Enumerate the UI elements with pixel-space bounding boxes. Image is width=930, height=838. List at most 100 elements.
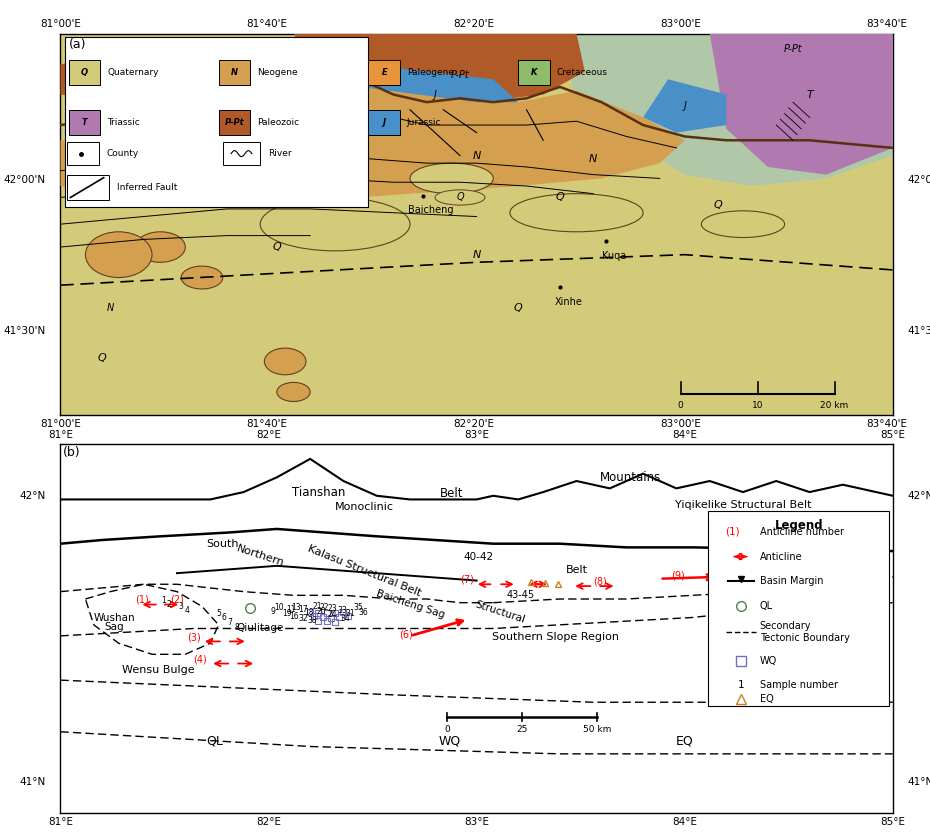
Text: 10: 10 [273,603,284,612]
Text: 83°E: 83°E [464,430,489,440]
Text: Legend: Legend [775,519,823,532]
FancyBboxPatch shape [368,60,400,85]
Text: Yiqikelike Structural Belt: Yiqikelike Structural Belt [675,500,811,510]
Text: Cretaceous: Cretaceous [556,68,607,77]
Text: Xinhe: Xinhe [554,297,582,307]
Text: (3): (3) [187,633,201,643]
Text: Kalasu Structural Belt: Kalasu Structural Belt [306,544,422,598]
Text: N: N [190,173,198,184]
Text: 82°E: 82°E [256,430,281,440]
Text: 41°N: 41°N [20,777,46,787]
Text: QL: QL [760,601,773,611]
Text: Northern: Northern [235,543,286,568]
Text: (9): (9) [671,570,684,580]
Ellipse shape [136,232,185,262]
FancyBboxPatch shape [219,60,250,85]
Text: 85°E: 85°E [881,817,905,827]
Text: 84°E: 84°E [672,430,698,440]
Text: 24: 24 [327,610,338,619]
Text: 21: 21 [312,602,322,611]
Ellipse shape [435,190,485,205]
Ellipse shape [277,382,310,401]
Text: Triassic: Triassic [107,117,140,127]
Text: QL: QL [206,734,223,747]
Text: Inferred Fault: Inferred Fault [117,184,178,193]
Polygon shape [60,87,684,205]
FancyBboxPatch shape [708,510,889,706]
Ellipse shape [181,266,223,289]
Text: 16: 16 [289,612,299,621]
Text: 43-45: 43-45 [507,590,535,599]
Text: 42°00'N: 42°00'N [4,175,46,185]
Ellipse shape [701,211,785,237]
Text: 85°E: 85°E [881,430,905,440]
Text: 83°00'E: 83°00'E [660,19,701,29]
Text: J: J [433,90,436,100]
Text: Q: Q [81,68,88,77]
Polygon shape [710,34,893,174]
Polygon shape [294,34,585,102]
FancyBboxPatch shape [69,60,100,85]
Text: 41°30'N: 41°30'N [908,326,930,336]
Polygon shape [360,64,518,117]
Text: T: T [806,90,813,100]
Text: 84°E: 84°E [672,817,698,827]
Ellipse shape [260,198,410,251]
Text: Kuqa: Kuqa [602,251,626,261]
Text: (8): (8) [593,577,606,587]
Text: N: N [472,250,481,260]
Text: 0: 0 [445,725,450,734]
Text: Jurassic: Jurassic [406,117,441,127]
Text: Qiulitage: Qiulitage [236,623,284,633]
Text: 18: 18 [304,608,313,617]
FancyBboxPatch shape [219,110,250,135]
Text: Yangxia Sag: Yangxia Sag [755,564,822,574]
Text: J: J [382,117,386,127]
Text: Basin Margin: Basin Margin [760,577,823,587]
Text: P-Pt: P-Pt [784,44,803,54]
Text: Baicheng Sag: Baicheng Sag [375,588,445,620]
Text: 81°E: 81°E [48,430,73,440]
Text: P-Pt: P-Pt [225,117,245,127]
Text: WQ: WQ [439,734,461,747]
Text: Mountains: Mountains [600,471,661,484]
Text: 33: 33 [337,606,347,614]
Text: 82°20'E: 82°20'E [454,19,495,29]
Ellipse shape [410,163,493,194]
Text: K: K [174,113,179,122]
Polygon shape [643,80,726,132]
Text: Paleogene: Paleogene [406,68,454,77]
Text: 83°40'E: 83°40'E [867,419,908,429]
Text: 81°40'E: 81°40'E [246,419,287,429]
FancyBboxPatch shape [64,38,368,207]
Text: Quaternary: Quaternary [107,68,158,77]
Text: 42°00'N: 42°00'N [908,175,930,185]
Text: 0: 0 [678,401,684,411]
Text: N: N [589,154,597,164]
Text: 34: 34 [340,614,350,623]
Text: 42°N: 42°N [20,491,46,501]
Text: K: K [531,68,538,77]
Text: 32: 32 [299,613,309,623]
Text: P-Pt: P-Pt [451,70,470,80]
Text: 8: 8 [234,623,239,632]
Text: 6: 6 [221,613,226,622]
Text: (2): (2) [170,595,184,605]
Polygon shape [202,95,277,122]
Polygon shape [111,140,210,178]
Text: 25: 25 [517,725,528,734]
Text: Structural: Structural [473,599,526,624]
Text: 50 km: 50 km [583,725,612,734]
Text: Q: Q [98,353,106,363]
Text: 17: 17 [299,605,309,613]
Text: Belt: Belt [440,488,463,500]
Text: 11: 11 [286,605,296,613]
Text: 1: 1 [738,680,745,691]
Text: J+T: J+T [69,196,86,206]
Text: Sag: Sag [105,622,125,632]
Text: 41°N: 41°N [908,777,930,787]
Ellipse shape [86,232,152,277]
Text: 82°E: 82°E [256,817,281,827]
Text: 2: 2 [166,600,171,609]
Text: County: County [106,149,139,158]
